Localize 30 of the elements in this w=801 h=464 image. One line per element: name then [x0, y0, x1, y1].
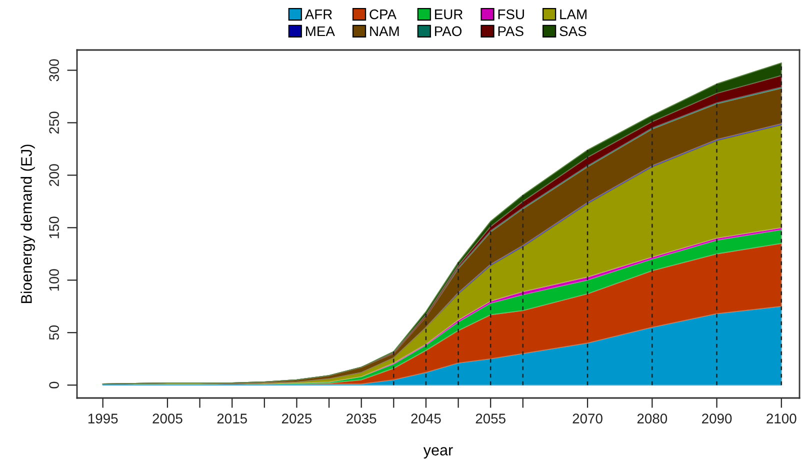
- legend-label: LAM: [560, 10, 586, 20]
- y-tick-label: 50: [49, 325, 59, 340]
- x-tick-label: 2035: [346, 414, 376, 424]
- x-tick-label: 2025: [282, 414, 312, 424]
- y-tick-label: 100: [49, 269, 59, 291]
- x-tick-label: 2070: [572, 414, 602, 424]
- legend-label: NAM: [370, 26, 399, 36]
- x-tick-label: 2055: [476, 414, 506, 424]
- legend-label: PAS: [498, 26, 524, 36]
- legend-label: CPA: [370, 9, 396, 20]
- legend-label: MEA: [306, 26, 335, 36]
- legend-label: EUR: [435, 10, 463, 20]
- x-tick-label: 2015: [217, 414, 247, 424]
- y-tick-label: 0: [49, 382, 59, 388]
- x-tick-label: 2100: [766, 414, 796, 424]
- x-axis-title: year: [423, 447, 453, 459]
- x-tick-label: 2090: [702, 414, 732, 424]
- legend-label: SAS: [560, 26, 586, 36]
- x-tick-label: 2080: [637, 414, 668, 424]
- legend-label: FSU: [498, 9, 524, 20]
- y-tick-label: 250: [49, 112, 59, 134]
- y-axis-title: Bioenergy demand (EJ): [20, 144, 35, 303]
- x-tick-label: 2045: [411, 414, 441, 424]
- y-tick-label: 150: [49, 216, 59, 238]
- x-tick-label: 1995: [88, 414, 118, 424]
- y-tick-label: 200: [49, 164, 59, 186]
- x-tick-label: 2005: [152, 414, 182, 424]
- legend-label: AFR: [304, 10, 332, 20]
- y-tick-label: 300: [49, 59, 59, 82]
- legend-label: PAO: [435, 26, 462, 36]
